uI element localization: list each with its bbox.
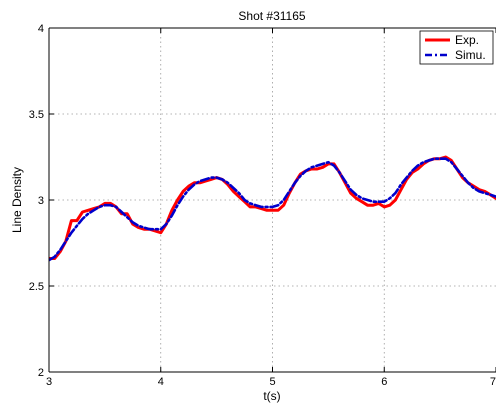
- y-tick-label: 4: [38, 23, 44, 35]
- x-tick-label: 7: [490, 376, 496, 388]
- y-axis-label: Line Density: [10, 167, 24, 233]
- legend-label-simu: Simu.: [455, 48, 486, 62]
- x-tick-label: 3: [46, 376, 52, 388]
- tick-marks: [48, 27, 496, 373]
- y-tick-label: 3.5: [29, 109, 44, 121]
- y-tick-label: 3: [38, 195, 44, 207]
- x-axis-label: t(s): [263, 389, 280, 403]
- legend: Exp. Simu.: [419, 30, 494, 65]
- series-line-simu: [49, 157, 496, 262]
- chart-title: Shot #31165: [238, 9, 305, 23]
- legend-box: [419, 30, 494, 65]
- legend-label-exp: Exp.: [455, 33, 479, 47]
- y-tick-label: 2: [38, 367, 44, 379]
- y-tick-label: 2.5: [29, 281, 44, 293]
- series-layer: [49, 155, 496, 262]
- x-tick-label: 6: [381, 376, 387, 388]
- tick-labels: 3 4 5 6 7 2 2.5 3 3.5 4: [29, 23, 496, 388]
- x-tick-label: 5: [269, 376, 275, 388]
- grid-lines: [49, 28, 496, 372]
- x-tick-label: 4: [158, 376, 164, 388]
